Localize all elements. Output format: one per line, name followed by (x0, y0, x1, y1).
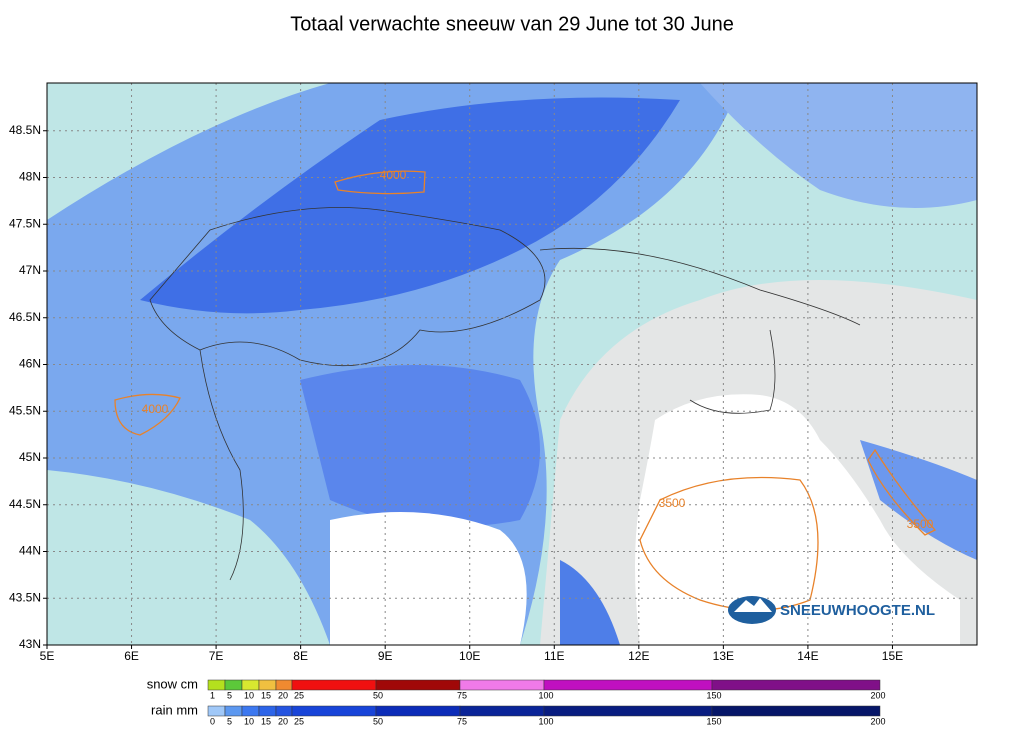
lon-label: 13E (713, 649, 734, 663)
snow-tick-label: 1 (210, 690, 215, 700)
rain-tick-label: 50 (373, 716, 383, 726)
lat-label: 45.5N (9, 403, 41, 417)
rain-color-swatch (375, 705, 461, 717)
lat-label: 43N (19, 637, 41, 651)
logo-text: SNEEUWHOOGTE.NL (780, 602, 935, 619)
lon-label: 6E (124, 649, 139, 663)
lat-label: 47N (19, 263, 41, 277)
snow-color-swatch (375, 679, 461, 691)
rain-color-swatch (711, 705, 881, 717)
lat-label: 46N (19, 357, 41, 371)
snow-color-swatch (459, 679, 545, 691)
snow-tick-label: 100 (538, 690, 553, 700)
lon-label: 12E (628, 649, 649, 663)
snow-tick-label: 25 (294, 690, 304, 700)
lon-label: 7E (209, 649, 224, 663)
snow-tick-label: 5 (227, 690, 232, 700)
rain-color-swatch (291, 705, 377, 717)
rain-tick-label: 0 (210, 716, 215, 726)
contour-label: 4000 (380, 168, 407, 182)
snow-tick-label: 20 (278, 690, 288, 700)
snow-color-swatch (224, 679, 243, 691)
contour-label: 4000 (142, 402, 169, 416)
rain-tick-label: 100 (538, 716, 553, 726)
snow-legend-label: snow cm (147, 676, 198, 691)
lat-label: 45N (19, 450, 41, 464)
rain-tick-label: 25 (294, 716, 304, 726)
logo: SNEEUWHOOGTE.NL (728, 596, 935, 624)
lon-label: 5E (40, 649, 55, 663)
lon-label: 14E (797, 649, 818, 663)
graticule (47, 83, 977, 645)
rain-tick-label: 5 (227, 716, 232, 726)
contour-label: 3500 (907, 517, 934, 531)
rain-color-swatch (275, 705, 293, 717)
lat-label: 43.5N (9, 590, 41, 604)
rain-color-swatch (459, 705, 545, 717)
rain-tick-label: 150 (706, 716, 721, 726)
snow-color-swatch (275, 679, 293, 691)
rain-legend-label: rain mm (151, 702, 198, 717)
snow-color-swatch (543, 679, 713, 691)
rain-tick-label: 20 (278, 716, 288, 726)
rain-color-swatch (224, 705, 243, 717)
lon-label: 9E (378, 649, 393, 663)
snow-tick-label: 150 (706, 690, 721, 700)
snow-color-swatch (258, 679, 277, 691)
rain-tick-label: 75 (457, 716, 467, 726)
lat-label: 48N (19, 170, 41, 184)
lat-label: 47.5N (9, 216, 41, 230)
lon-label: 15E (882, 649, 903, 663)
snow-tick-label: 50 (373, 690, 383, 700)
snow-tick-label: 75 (457, 690, 467, 700)
lon-label: 8E (293, 649, 308, 663)
snow-tick-label: 200 (870, 690, 885, 700)
snow-color-swatch (241, 679, 260, 691)
map (47, 83, 977, 645)
lat-label: 44.5N (9, 497, 41, 511)
rain-tick-label: 15 (261, 716, 271, 726)
lon-label: 10E (459, 649, 480, 663)
lat-label: 46.5N (9, 310, 41, 324)
contour-label: 3500 (659, 496, 686, 510)
snow-tick-label: 10 (244, 690, 254, 700)
rain-color-swatch (543, 705, 713, 717)
lon-label: 11E (544, 649, 564, 663)
rain-color-swatch (258, 705, 277, 717)
snow-color-swatch (207, 679, 226, 691)
lat-label: 44N (19, 544, 41, 558)
lat-label: 48.5N (9, 123, 41, 137)
snow-color-swatch (291, 679, 377, 691)
rain-tick-label: 10 (244, 716, 254, 726)
rain-tick-label: 200 (870, 716, 885, 726)
rain-color-swatch (241, 705, 260, 717)
snow-color-swatch (711, 679, 881, 691)
contour-labels: 4000 4000 3500 3500 (142, 168, 934, 531)
snow-tick-label: 15 (261, 690, 271, 700)
rain-color-swatch (207, 705, 226, 717)
title: Totaal verwachte sneeuw van 29 June tot … (290, 13, 734, 35)
axes: 5E 6E 7E 8E 9E 10E 11E 12E 13E 14E 15E 43N 43.5N 44N 4… (9, 123, 903, 663)
